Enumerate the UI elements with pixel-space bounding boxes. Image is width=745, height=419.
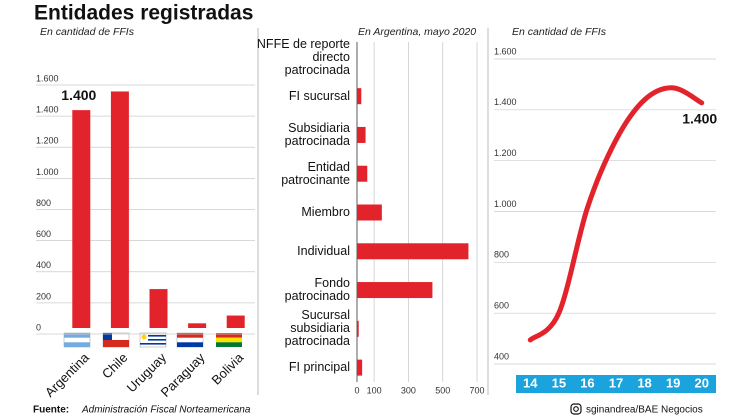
y-tick-label: 400: [36, 260, 51, 270]
bar: [357, 49, 358, 66]
bar: [357, 282, 433, 299]
x-tick-label: Chile: [99, 350, 131, 382]
x-tick-label: 17: [609, 375, 623, 390]
subtitle: En cantidad de FFIs: [512, 26, 607, 38]
flags: [63, 332, 242, 348]
value-label: 1.400: [682, 111, 717, 127]
x-axis-band: [516, 375, 716, 393]
bar: [357, 165, 368, 182]
x-tick-label: 500: [435, 385, 450, 395]
bar: [226, 315, 245, 328]
credit: sginandrea/BAE Negocios: [586, 405, 703, 416]
y-tick-label: 800: [494, 250, 509, 260]
x-tick-label: 0: [354, 385, 359, 395]
y-tick-label: 200: [36, 291, 51, 301]
y-tick-label: Subsidiaria patrocinada: [284, 120, 350, 148]
source-label: Fuente:: [33, 405, 69, 416]
x-tick-label: Bolivia: [209, 349, 247, 387]
bar: [149, 289, 168, 328]
instagram-icon: [573, 406, 579, 412]
x-tick-label: Argentina: [42, 349, 93, 400]
bar: [357, 88, 362, 105]
x-tick-label: 300: [401, 385, 416, 395]
bar: [357, 359, 363, 376]
source: Administración Fiscal Norteamericana: [81, 405, 251, 416]
y-tick-label: Entidad patrocinante: [281, 159, 350, 187]
y-tick-label: 1.200: [36, 136, 59, 146]
bar: [188, 323, 207, 328]
y-tick-label: 600: [494, 301, 509, 311]
bar: [357, 204, 382, 221]
y-tick-label: 600: [36, 229, 51, 239]
y-tick-label: 1.400: [36, 105, 59, 115]
y-tick-label: 0: [36, 322, 41, 332]
y-tick-label: Individual: [297, 243, 350, 258]
x-tick-label: 100: [367, 385, 382, 395]
line: [527, 85, 705, 343]
y-tick-label: 1.400: [494, 97, 517, 107]
subtitle: En cantidad de FFIs: [40, 26, 135, 38]
y-tick-label: Sucursal subsidiaria patrocinada: [284, 308, 350, 349]
value-label: 1.400: [61, 87, 96, 103]
bar: [357, 126, 366, 143]
y-tick-label: FI principal: [288, 360, 350, 375]
y-tick-label: Fondo patrocinado: [284, 276, 350, 304]
bar: [357, 243, 469, 260]
y-tick-label: NFFE de reporte directo patrocinada: [256, 36, 350, 77]
x-tick-label: 19: [666, 375, 680, 390]
x-tick-label: 20: [694, 375, 708, 390]
y-tick-label: 1.600: [36, 73, 59, 83]
y-tick-label: 1.000: [494, 199, 517, 209]
y-tick-label: 1.600: [494, 46, 517, 56]
y-tick-label: Miembro: [301, 205, 350, 219]
x-tick-label: 18: [637, 375, 651, 390]
x-tick-label: 700: [469, 385, 484, 395]
y-tick-label: 1.000: [36, 167, 59, 177]
subtitle: En Argentina, mayo 2020: [358, 26, 476, 38]
bar: [357, 320, 359, 337]
bar: [72, 110, 91, 328]
bar: [110, 91, 129, 328]
x-tick-label: 14: [523, 375, 538, 390]
instagram-icon: [570, 403, 582, 415]
y-tick-label: 800: [36, 198, 51, 208]
y-tick-label: 1.200: [494, 148, 517, 158]
y-tick-label: 400: [494, 351, 509, 361]
x-tick-label: 15: [552, 375, 566, 390]
title: Entidades registradas: [34, 2, 253, 25]
x-tick-label: 16: [580, 375, 594, 390]
y-tick-label: FI sucursal: [288, 88, 350, 103]
